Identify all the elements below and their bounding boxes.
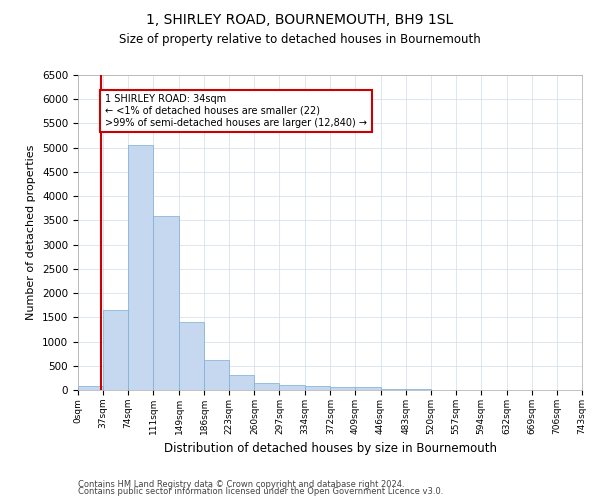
Bar [179,322,204,390]
Bar [406,389,431,390]
Bar [305,386,331,390]
Bar [78,386,103,390]
Text: Contains HM Land Registry data © Crown copyright and database right 2024.: Contains HM Land Registry data © Crown c… [78,480,404,489]
Text: Size of property relative to detached houses in Bournemouth: Size of property relative to detached ho… [119,32,481,46]
Text: 1 SHIRLEY ROAD: 34sqm
← <1% of detached houses are smaller (22)
>99% of semi-det: 1 SHIRLEY ROAD: 34sqm ← <1% of detached … [105,94,367,128]
X-axis label: Distribution of detached houses by size in Bournemouth: Distribution of detached houses by size … [163,442,497,456]
Bar [331,388,355,390]
Bar [153,216,179,390]
Bar [355,388,380,390]
Bar [204,360,229,390]
Bar [280,384,305,390]
Y-axis label: Number of detached properties: Number of detached properties [26,145,37,320]
Bar [254,382,280,390]
Bar [380,388,406,390]
Bar [229,376,254,390]
Text: 1, SHIRLEY ROAD, BOURNEMOUTH, BH9 1SL: 1, SHIRLEY ROAD, BOURNEMOUTH, BH9 1SL [146,12,454,26]
Bar [128,146,153,390]
Text: Contains public sector information licensed under the Open Government Licence v3: Contains public sector information licen… [78,488,443,496]
Bar [103,310,128,390]
